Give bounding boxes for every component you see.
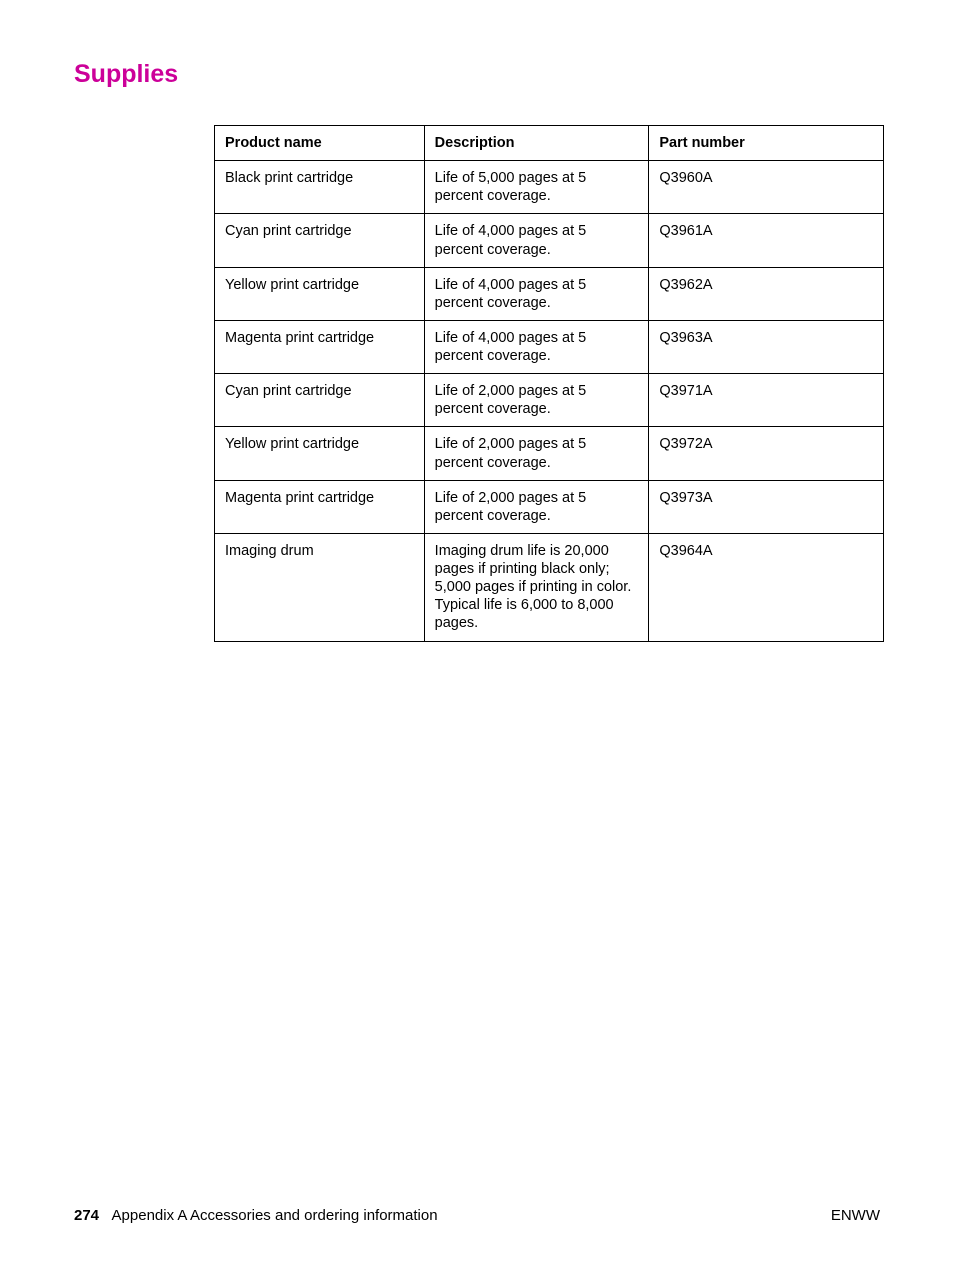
page-number: 274 bbox=[74, 1207, 99, 1224]
table-row: Cyan print cartridge Life of 2,000 pages… bbox=[215, 374, 884, 427]
table-row: Black print cartridge Life of 5,000 page… bbox=[215, 161, 884, 214]
footer-right: ENWW bbox=[831, 1207, 880, 1224]
table-row: Magenta print cartridge Life of 4,000 pa… bbox=[215, 320, 884, 373]
cell-product-name: Cyan print cartridge bbox=[215, 214, 425, 267]
cell-description: Life of 4,000 pages at 5 percent coverag… bbox=[424, 214, 649, 267]
cell-part-number: Q3972A bbox=[649, 427, 884, 480]
table-row: Cyan print cartridge Life of 4,000 pages… bbox=[215, 214, 884, 267]
cell-part-number: Q3971A bbox=[649, 374, 884, 427]
cell-description: Life of 2,000 pages at 5 percent coverag… bbox=[424, 480, 649, 533]
section-heading: Supplies bbox=[74, 60, 880, 89]
col-header-part-number: Part number bbox=[649, 126, 884, 161]
page-footer: 274 Appendix A Accessories and ordering … bbox=[74, 1207, 880, 1224]
col-header-product-name: Product name bbox=[215, 126, 425, 161]
cell-product-name: Black print cartridge bbox=[215, 161, 425, 214]
cell-part-number: Q3963A bbox=[649, 320, 884, 373]
cell-product-name: Imaging drum bbox=[215, 533, 425, 641]
table-row: Imaging drum Imaging drum life is 20,000… bbox=[215, 533, 884, 641]
cell-product-name: Yellow print cartridge bbox=[215, 267, 425, 320]
cell-product-name: Cyan print cartridge bbox=[215, 374, 425, 427]
table-row: Magenta print cartridge Life of 2,000 pa… bbox=[215, 480, 884, 533]
footer-left: 274 Appendix A Accessories and ordering … bbox=[74, 1207, 438, 1224]
cell-part-number: Q3962A bbox=[649, 267, 884, 320]
cell-product-name: Magenta print cartridge bbox=[215, 320, 425, 373]
cell-part-number: Q3964A bbox=[649, 533, 884, 641]
supplies-table: Product name Description Part number Bla… bbox=[214, 125, 884, 642]
cell-description: Life of 4,000 pages at 5 percent coverag… bbox=[424, 267, 649, 320]
cell-part-number: Q3960A bbox=[649, 161, 884, 214]
footer-section-text: Appendix A Accessories and ordering info… bbox=[112, 1207, 438, 1224]
cell-product-name: Magenta print cartridge bbox=[215, 480, 425, 533]
col-header-description: Description bbox=[424, 126, 649, 161]
cell-description: Life of 2,000 pages at 5 percent coverag… bbox=[424, 374, 649, 427]
cell-description: Life of 5,000 pages at 5 percent coverag… bbox=[424, 161, 649, 214]
cell-description: Life of 4,000 pages at 5 percent coverag… bbox=[424, 320, 649, 373]
table-row: Yellow print cartridge Life of 2,000 pag… bbox=[215, 427, 884, 480]
cell-product-name: Yellow print cartridge bbox=[215, 427, 425, 480]
table-header-row: Product name Description Part number bbox=[215, 126, 884, 161]
cell-description: Imaging drum life is 20,000 pages if pri… bbox=[424, 533, 649, 641]
cell-part-number: Q3973A bbox=[649, 480, 884, 533]
document-page: Supplies Product name Description Part n… bbox=[0, 0, 954, 1270]
cell-part-number: Q3961A bbox=[649, 214, 884, 267]
table-row: Yellow print cartridge Life of 4,000 pag… bbox=[215, 267, 884, 320]
cell-description: Life of 2,000 pages at 5 percent coverag… bbox=[424, 427, 649, 480]
